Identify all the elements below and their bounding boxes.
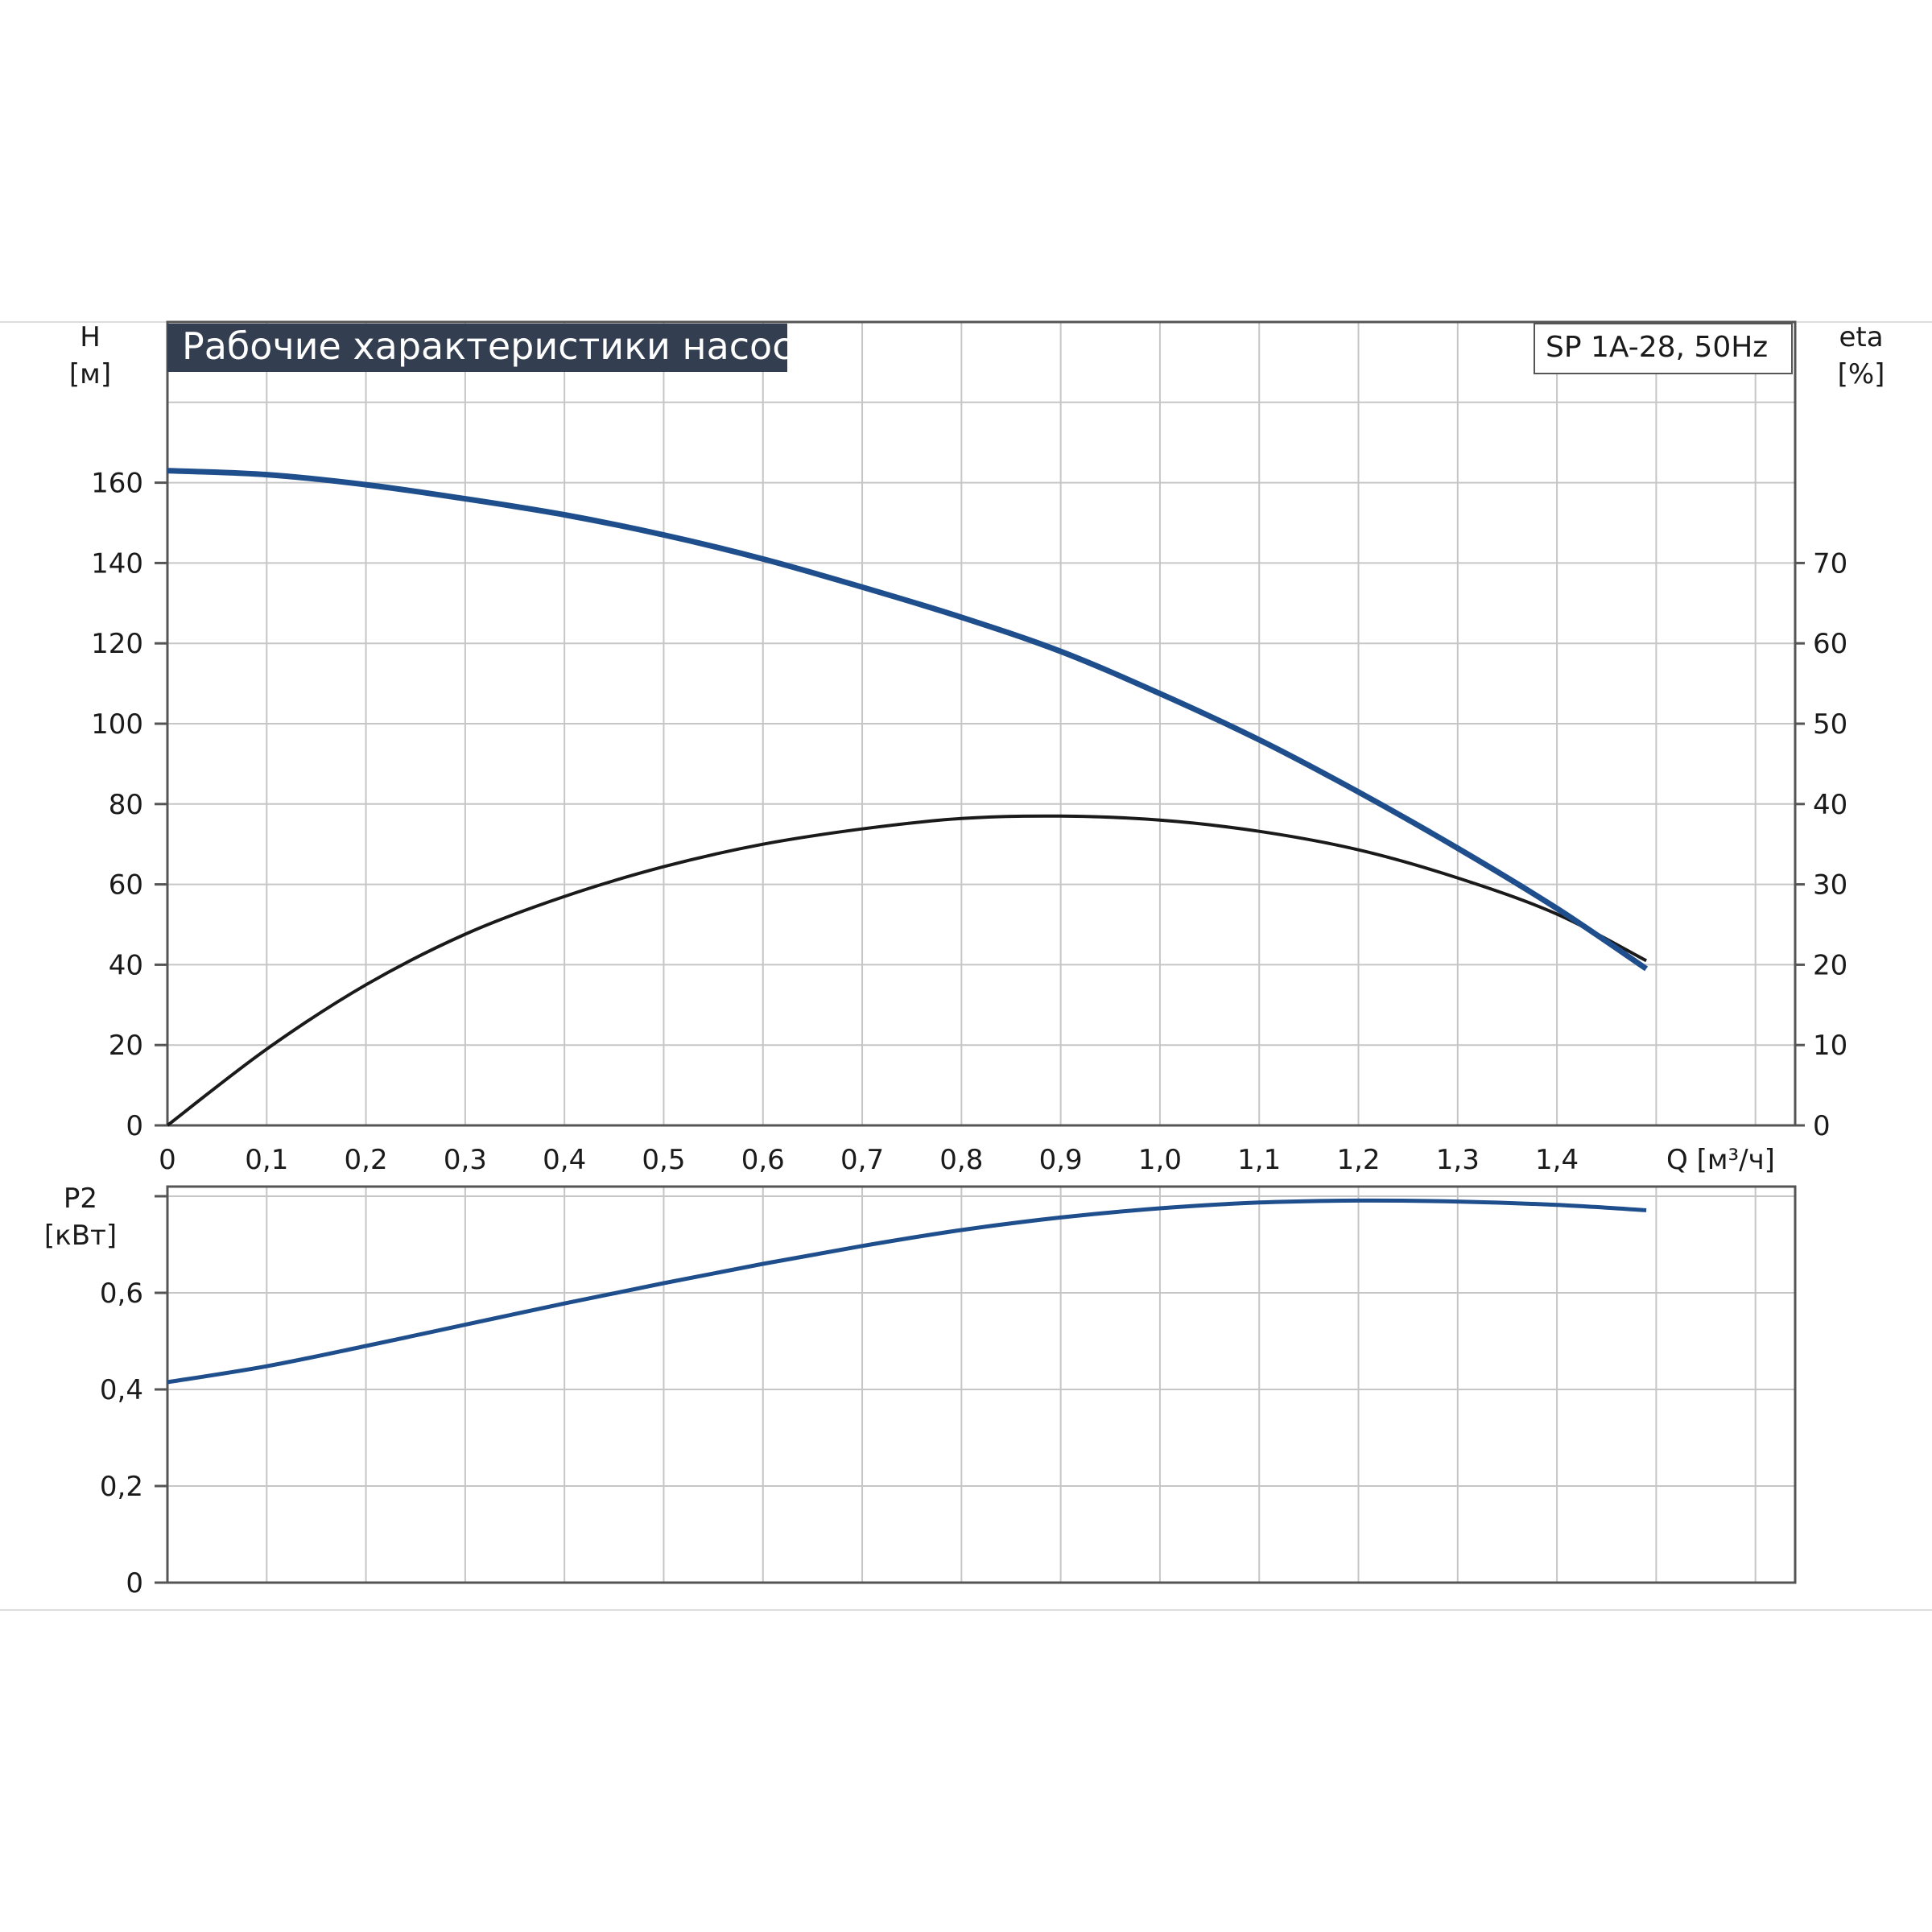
x-tick-label: 0,5 [642,1144,685,1176]
x-tick-label: 0,3 [444,1144,487,1176]
efficiency-tick-label: 30 [1813,869,1847,902]
efficiency-tick-label: 50 [1813,708,1847,741]
x-tick-label: 1,3 [1436,1144,1480,1176]
chart-title: Рабочие характеристики насоса [182,324,815,368]
top-chart-grid [167,322,1795,1125]
x-tick-label: 0,1 [245,1144,288,1176]
x-tick-label: 0,6 [741,1144,785,1176]
x-tick-label: 1,0 [1138,1144,1182,1176]
power-tick-label: 0 [126,1567,143,1600]
power-axis-label: P2 [64,1183,97,1215]
x-tick-label: 0,7 [840,1144,884,1176]
efficiency-tick-label: 10 [1813,1030,1847,1062]
model-label: SP 1A-28, 50Hz [1546,331,1768,364]
x-tick-label: 0,4 [543,1144,586,1176]
head-tick-label: 160 [91,468,143,500]
bottom-chart-frame [166,1185,1797,1584]
efficiency-tick-label: 0 [1813,1110,1831,1142]
x-tick-label: 1,4 [1535,1144,1579,1176]
efficiency-tick-label: 70 [1813,547,1847,580]
model-label-box [1534,323,1793,374]
x-tick-label: 0,2 [345,1144,388,1176]
head-tick-label: 140 [91,547,143,580]
power-tick-label: 0,4 [100,1374,143,1406]
power-axis-unit: [кВт] [44,1220,117,1252]
chart-title-box [167,324,787,372]
head-axis-unit: [м] [69,358,111,390]
flow-axis-label: Q [м³/ч] [1666,1144,1775,1176]
efficiency-tick-label: 60 [1813,628,1847,660]
x-tick-label: 0,8 [939,1144,983,1176]
x-tick-label: 1,2 [1336,1144,1380,1176]
power-curve [167,1198,1647,1385]
efficiency-tick-label: 40 [1813,789,1847,821]
x-tick-label: 0,9 [1039,1144,1083,1176]
head-tick-label: 100 [91,708,143,741]
head-tick-label: 0 [126,1110,143,1142]
head-tick-label: 80 [109,789,143,821]
bottom-chart-series [167,1198,1647,1385]
efficiency-axis-unit: [%] [1838,358,1885,390]
head-tick-label: 20 [109,1030,143,1062]
efficiency-axis-label: eta [1839,321,1883,353]
head-curve [167,468,1649,972]
efficiency-tick-label: 20 [1813,949,1847,981]
bottom-chart-grid [167,1187,1795,1583]
x-tick-label: 1,1 [1237,1144,1281,1176]
head-tick-label: 120 [91,628,143,660]
tick-labels: 0 0,1 0,2 0,3 0,4 0,5 0,6 0,7 0,8 0,9 1,0 1,1 1,2 1,3… [91,468,1847,1600]
head-tick-label: 60 [109,869,143,902]
power-tick-label: 0,6 [100,1278,143,1310]
x-tick-label: 0 [159,1144,176,1176]
head-tick-label: 40 [109,949,143,981]
head-axis-label: H [80,321,101,353]
efficiency-curve [166,814,1648,1127]
top-chart-series [166,468,1649,1127]
power-tick-label: 0,2 [100,1471,143,1503]
